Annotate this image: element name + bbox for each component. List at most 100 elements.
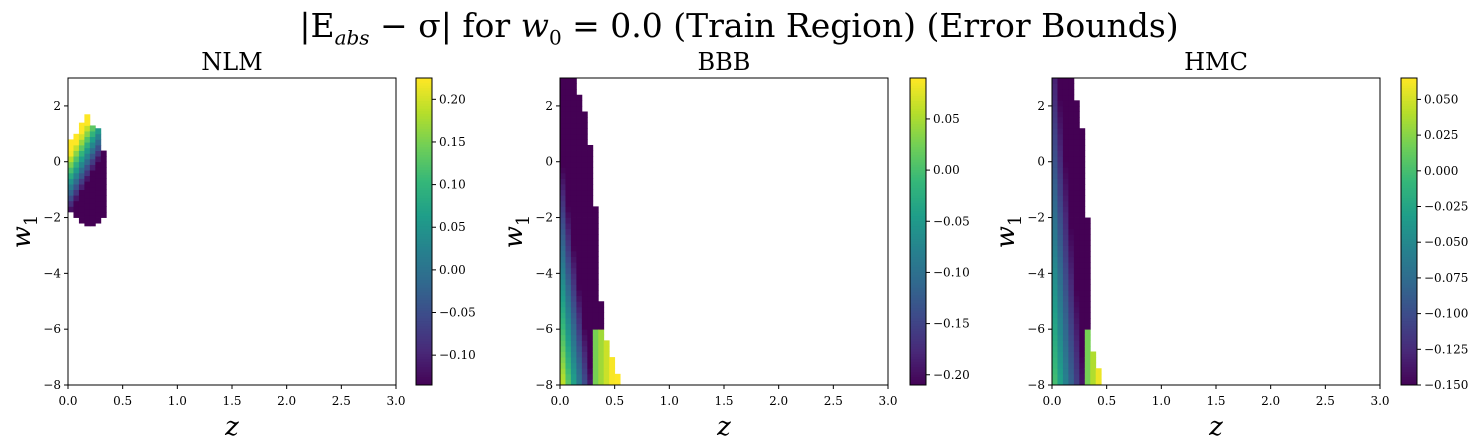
heatmap-cell [576, 267, 583, 274]
heatmap-cell [95, 189, 102, 196]
colorbar-strip [416, 313, 432, 317]
heatmap-cell [570, 172, 577, 179]
heatmap-cell [1062, 340, 1069, 347]
colorbar-strip [1401, 257, 1417, 261]
heatmap-cell [609, 373, 616, 380]
heatmap-cell [598, 351, 605, 358]
colorbar-strip [1401, 78, 1417, 82]
colorbar: 0.050 0.025 0.000 −0.025 −0.050 −0.075 −0.100 −… [1400, 77, 1468, 392]
colorbar-strip [910, 377, 926, 381]
heatmap-cell [565, 295, 572, 302]
heatmap-cell [1062, 156, 1069, 163]
heatmap-cell [1057, 267, 1064, 274]
heatmap-cell [1062, 262, 1069, 269]
heatmap-cell [587, 167, 594, 174]
colorbar-strip [416, 338, 432, 343]
heatmap-cell [1068, 78, 1075, 84]
heatmap-cell [581, 167, 588, 174]
heatmap-cell [581, 379, 588, 386]
heatmap-cell [89, 142, 96, 149]
heatmap-cell [1062, 245, 1069, 252]
heatmap-cell [587, 278, 594, 285]
heatmap-cell [1079, 172, 1086, 179]
heatmap-cell [581, 139, 588, 146]
colorbar-strip [416, 228, 432, 232]
colorbar-strip [1401, 106, 1417, 110]
colorbar-strip [1401, 83, 1417, 87]
heatmap-cell [73, 167, 80, 174]
heatmap-cell [1079, 195, 1086, 202]
heatmap-cell [1084, 318, 1091, 324]
heatmap-cell [1062, 139, 1069, 146]
heatmap-cell [1079, 323, 1086, 330]
colorbar-strip [416, 118, 432, 122]
heatmap-cell [581, 189, 588, 196]
heatmap-cell [100, 200, 107, 207]
colorbar-strip [1401, 103, 1417, 107]
heatmap-cell [1057, 362, 1064, 369]
heatmap-cell [576, 251, 583, 258]
heatmap-cell [1062, 184, 1069, 191]
heatmap-cell [68, 161, 74, 168]
colorbar-strip [416, 264, 432, 268]
colorbar-strip [910, 331, 926, 335]
colorbar-strip [1401, 144, 1417, 148]
colorbar-strip [416, 208, 432, 212]
heatmap-cell [1052, 139, 1058, 146]
heatmap-cell [1079, 373, 1086, 380]
heatmap-cell [581, 290, 588, 297]
heatmap-cell [1062, 239, 1069, 246]
colorbar-strip [416, 262, 432, 266]
heatmap-cell [565, 368, 572, 375]
heatmap-cell [592, 379, 599, 386]
colorbar-strip [416, 231, 432, 235]
colorbar-strip [1401, 374, 1417, 378]
heatmap-cell [1090, 379, 1097, 386]
colorbar-strip [416, 116, 432, 120]
heatmap-cell [560, 206, 566, 213]
heatmap-cell [100, 156, 107, 163]
colorbar-strip [416, 164, 432, 169]
heatmap-cell [1068, 211, 1075, 218]
heatmap-cell [1057, 211, 1064, 218]
colorbar-strip [1401, 277, 1417, 281]
colorbar-strip [910, 379, 926, 383]
colorbar-strip [910, 85, 926, 89]
heatmap-cell [587, 290, 594, 297]
heatmap-cell [95, 195, 102, 202]
x-tick-label: 0.0 [550, 394, 569, 408]
x-axis-label: z [1208, 412, 1223, 442]
heatmap-cell [576, 133, 583, 140]
colorbar-strip [1401, 305, 1417, 309]
heatmap-cell [73, 184, 80, 191]
colorbar-strip [910, 124, 926, 128]
heatmap-cell [1079, 318, 1086, 324]
x-tick-label: 1.0 [660, 394, 679, 408]
colorbar-strip [1401, 124, 1417, 128]
x-tick-label: 3.0 [878, 394, 897, 408]
heatmap-cell [592, 278, 599, 285]
colorbar-strip [1401, 264, 1417, 268]
heatmap-cell [1052, 312, 1058, 319]
colorbar-strip [910, 113, 926, 117]
heatmap-cell [1062, 318, 1069, 324]
heatmap-cell [1068, 200, 1075, 207]
colorbar-strip [416, 113, 432, 117]
heatmap-cell [581, 228, 588, 235]
heatmap-cell [1073, 334, 1080, 341]
heatmap-cell [581, 368, 588, 375]
heatmap-cell [560, 167, 566, 174]
heatmap-cell [1084, 278, 1091, 285]
heatmap-cell [614, 373, 621, 380]
colorbar-strip [910, 323, 926, 327]
heatmap-cell [1052, 234, 1058, 241]
heatmap-cell [581, 340, 588, 347]
heatmap-cell [1079, 379, 1086, 386]
heatmap-cell [1062, 217, 1069, 224]
heatmap-cell [570, 200, 577, 207]
heatmap-cell [1073, 323, 1080, 330]
heatmap-cell [598, 306, 605, 313]
heatmap-cell [68, 139, 74, 146]
colorbar-strip [1401, 298, 1417, 302]
panel-bbb: 0.0 0.5 1.0 1.5 2.0 2.5 3.0 2 0 −2 −4 −6 −8 BBB z w1 0.0… [499, 48, 970, 442]
